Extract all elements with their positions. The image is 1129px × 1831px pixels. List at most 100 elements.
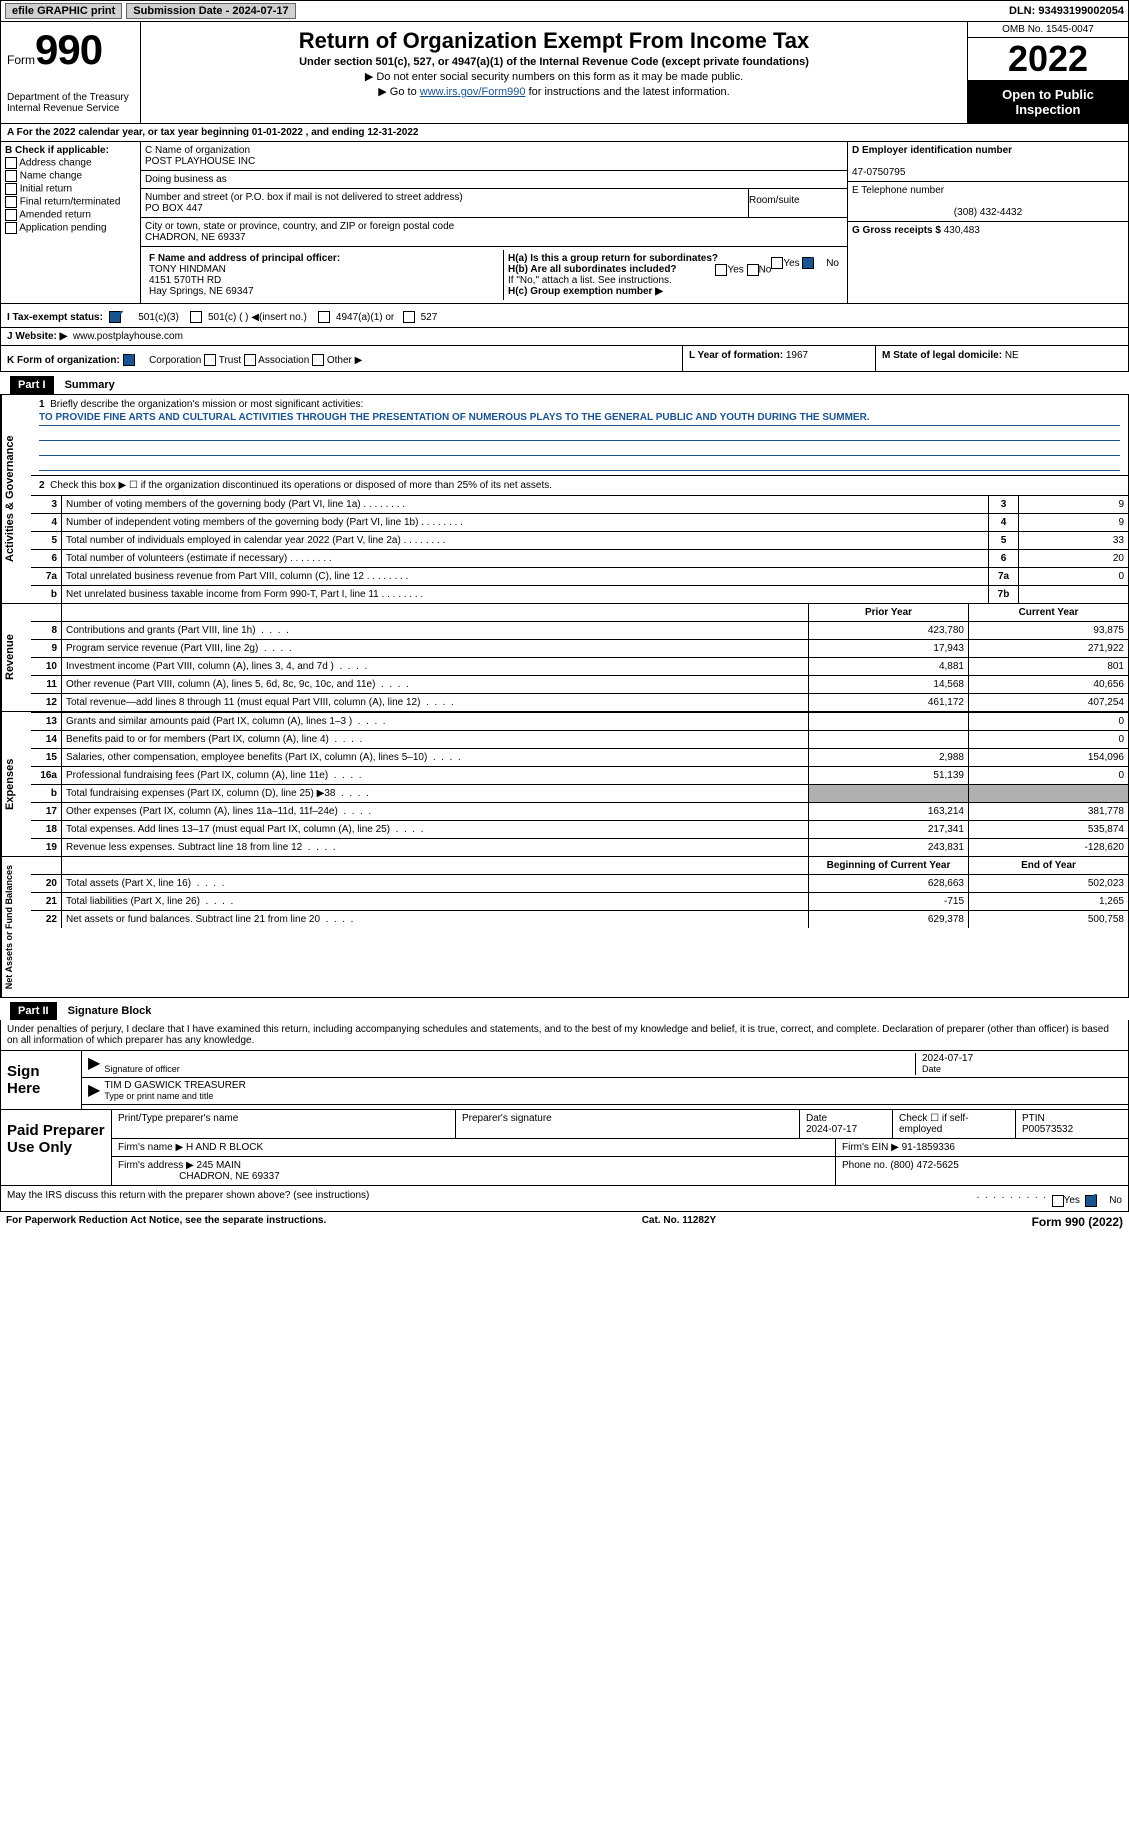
footer-left: For Paperwork Reduction Act Notice, see … [6, 1215, 326, 1229]
summary-line-15: 15Salaries, other compensation, employee… [31, 748, 1128, 766]
firm-ein-label: Firm's EIN ▶ [842, 1142, 899, 1153]
firm-ein: 91-1859336 [902, 1142, 955, 1153]
i-label: I Tax-exempt status: [7, 312, 103, 323]
note-goto: ▶ Go to www.irs.gov/Form990 for instruct… [149, 85, 959, 98]
page-footer: For Paperwork Reduction Act Notice, see … [0, 1212, 1129, 1232]
vtab-activities: Activities & Governance [1, 395, 31, 603]
hb-note: If "No," attach a list. See instructions… [508, 275, 839, 286]
summary-line-3: 3Number of voting members of the governi… [31, 495, 1128, 513]
col-c-f: C Name of organization POST PLAYHOUSE IN… [141, 142, 848, 303]
opt-trust: Trust [219, 355, 241, 366]
ptin: P00573532 [1022, 1124, 1073, 1135]
goto-post: for instructions and the latest informat… [526, 86, 730, 98]
sig-date: 2024-07-17 [922, 1053, 973, 1064]
opt-final: Final return/terminated [20, 197, 121, 208]
l-label: L Year of formation: [689, 350, 783, 361]
opt-address: Address change [19, 158, 91, 169]
chk-pending[interactable] [5, 222, 17, 234]
dln-value: 93493199002054 [1038, 5, 1124, 17]
summary-line-21: 21Total liabilities (Part X, line 26) . … [31, 892, 1128, 910]
opt-corp: Corporation [149, 355, 201, 366]
check-self-emp: Check ☐ if self-employed [899, 1113, 969, 1135]
tax-year: 2022 [968, 38, 1128, 81]
may-yes[interactable] [1052, 1195, 1064, 1207]
footer-right: Form 990 (2022) [1032, 1215, 1123, 1229]
chk-other[interactable] [312, 354, 324, 366]
officer-addr2: Hay Springs, NE 69347 [149, 286, 254, 297]
chk-final[interactable] [5, 196, 17, 208]
chk-527[interactable] [403, 311, 415, 323]
street-label: Number and street (or P.O. box if mail i… [145, 192, 463, 203]
section-bcdefgh: B Check if applicable: Address change Na… [0, 142, 1129, 304]
chk-501c[interactable] [190, 311, 202, 323]
row-i: I Tax-exempt status: 501(c)(3) 501(c) ( … [0, 304, 1129, 328]
form-number-cell: Form990 Department of the Treasury Inter… [1, 22, 141, 124]
dept-treasury: Department of the Treasury Internal Reve… [7, 92, 134, 114]
c-name-label: C Name of organization [145, 145, 250, 156]
date-label: Date [922, 1064, 941, 1074]
year-cell: OMB No. 1545-0047 2022 Open to Public In… [968, 22, 1128, 124]
chk-assoc[interactable] [244, 354, 256, 366]
no3: No [1109, 1195, 1122, 1206]
form-990-number: 990 [35, 26, 102, 73]
part2-header-row: Part II Signature Block [0, 998, 1129, 1020]
part1-header-row: Part I Summary [0, 372, 1129, 394]
form-subtitle: Under section 501(c), 527, or 4947(a)(1)… [149, 56, 959, 68]
summary-table: Activities & Governance 1 Briefly descri… [0, 394, 1129, 998]
hb-yes[interactable] [715, 264, 727, 276]
yes3: Yes [1064, 1195, 1080, 1206]
year-formation: 1967 [786, 350, 808, 361]
ha-yes[interactable] [771, 257, 783, 269]
dba-label: Doing business as [145, 174, 227, 185]
hdr-beg: Beginning of Current Year [808, 857, 968, 874]
opt-amended: Amended return [19, 210, 91, 221]
chk-initial[interactable] [5, 183, 17, 195]
d-label: D Employer identification number [852, 145, 1012, 156]
col-l: L Year of formation: 1967 [683, 346, 876, 371]
submission-date: 2024-07-17 [232, 5, 288, 17]
sig-officer-label: Signature of officer [104, 1064, 179, 1074]
chk-address[interactable] [5, 157, 17, 169]
chk-amended[interactable] [5, 209, 17, 221]
no-txt2: No [759, 265, 772, 276]
summary-line-5: 5Total number of individuals employed in… [31, 531, 1128, 549]
col-deg: D Employer identification number 47-0750… [848, 142, 1128, 303]
chk-trust[interactable] [204, 354, 216, 366]
form-header: Form990 Department of the Treasury Inter… [0, 22, 1129, 124]
opt-assoc: Association [258, 355, 309, 366]
opt-initial: Initial return [20, 184, 72, 195]
summary-line-6: 6Total number of volunteers (estimate if… [31, 549, 1128, 567]
firm-name-label: Firm's name ▶ [118, 1142, 183, 1153]
opt-other: Other ▶ [327, 355, 362, 366]
officer-name: TONY HINDMAN [149, 264, 226, 275]
line2: 2 Check this box ▶ ☐ if the organization… [31, 475, 1128, 495]
line-a-calendar-year: A For the 2022 calendar year, or tax yea… [0, 124, 1129, 142]
top-bar: efile GRAPHIC print Submission Date - 20… [0, 0, 1129, 22]
hb-no[interactable] [747, 264, 759, 276]
dln-label: DLN: [1009, 5, 1038, 17]
sig-declaration: Under penalties of perjury, I declare th… [1, 1020, 1128, 1051]
j-label: J Website: ▶ [7, 331, 67, 342]
summary-line-10: 10Investment income (Part VIII, column (… [31, 657, 1128, 675]
firm-phone-label: Phone no. [842, 1160, 888, 1171]
col-h: H(a) Is this a group return for subordin… [503, 250, 843, 300]
irs-link[interactable]: www.irs.gov/Form990 [420, 86, 526, 98]
part1-badge: Part I [10, 376, 54, 394]
ein: 47-0750795 [852, 167, 905, 178]
title-cell: Return of Organization Exempt From Incom… [141, 22, 968, 124]
e-label: E Telephone number [852, 185, 944, 196]
omb-number: OMB No. 1545-0047 [968, 22, 1128, 38]
prep-name-label: Print/Type preparer's name [118, 1113, 238, 1124]
paid-preparer-label: Paid Preparer Use Only [1, 1110, 111, 1185]
sign-here-label: Sign Here [1, 1051, 81, 1109]
efile-print-btn[interactable]: efile GRAPHIC print [5, 3, 122, 19]
chk-name[interactable] [5, 170, 17, 182]
public-inspection: Open to Public Inspection [968, 81, 1128, 123]
prep-date: 2024-07-17 [806, 1124, 857, 1135]
chk-4947[interactable] [318, 311, 330, 323]
summary-line-b: bTotal fundraising expenses (Part IX, co… [31, 784, 1128, 802]
opt-pending: Application pending [19, 223, 106, 234]
yes-txt2: Yes [727, 265, 743, 276]
hdr-current: Current Year [968, 604, 1128, 621]
summary-line-20: 20Total assets (Part X, line 16) . . . .… [31, 874, 1128, 892]
